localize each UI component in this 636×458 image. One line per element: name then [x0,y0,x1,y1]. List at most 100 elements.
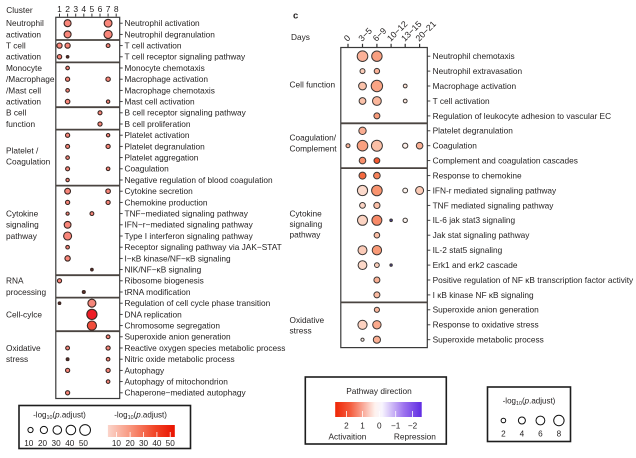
svg-text:signaling: signaling [6,220,39,230]
svg-text:Oxidative: Oxidative [6,343,41,353]
svg-text:30: 30 [139,439,149,448]
svg-text:−1: −1 [391,422,401,431]
svg-text:Regulation of leukocyte adhesi: Regulation of leukocyte adhesion to vasc… [433,111,611,121]
svg-text:-log10(p.adjust): -log10(p.adjust) [503,397,556,408]
svg-text:tRNA modification: tRNA modification [125,287,191,297]
svg-text:2: 2 [501,430,506,439]
svg-text:0: 0 [342,33,353,44]
svg-text:B cell receptor signaling path: B cell receptor signaling pathway [125,108,247,118]
svg-text:RNA: RNA [6,276,24,286]
svg-text:B cell: B cell [6,108,26,118]
svg-text:Cell-cylce: Cell-cylce [6,309,42,319]
svg-text:Cell function: Cell function [290,79,336,89]
svg-text:6: 6 [538,430,543,439]
svg-text:TNF mediated signaling pathway: TNF mediated signaling pathway [433,200,555,210]
svg-text:Platelet degranulation: Platelet degranulation [125,141,206,151]
svg-text:Coagulation: Coagulation [433,141,478,151]
svg-text:stress: stress [6,354,28,364]
svg-text:2: 2 [65,4,70,14]
svg-text:Days: Days [291,32,310,42]
svg-text:DNA replication: DNA replication [125,309,183,319]
svg-text:activation: activation [6,29,41,39]
svg-text:6: 6 [98,4,103,14]
svg-text:activation: activation [6,52,41,62]
svg-text:B cell proliferation: B cell proliferation [125,119,191,129]
svg-text:Macrophage chemotaxis: Macrophage chemotaxis [125,85,215,95]
svg-text:Jak stat signaling pathway: Jak stat signaling pathway [433,230,531,240]
svg-text:T cell activation: T cell activation [433,96,490,106]
svg-text:1: 1 [57,4,62,14]
svg-text:40: 40 [65,439,75,448]
svg-text:5: 5 [90,4,95,14]
svg-text:Complement: Complement [290,143,338,153]
svg-text:8: 8 [114,4,119,14]
svg-text:stress: stress [290,325,312,335]
svg-text:c: c [293,11,298,22]
svg-text:Regulation of cell cycle phase: Regulation of cell cycle phase transitio… [125,298,271,308]
svg-text:T cell receptor signaling path: T cell receptor signaling pathway [125,52,247,62]
svg-text:4: 4 [520,430,525,439]
svg-text:Repression: Repression [394,432,436,442]
svg-text:Response to chemokine: Response to chemokine [433,171,522,181]
svg-text:40: 40 [152,439,162,448]
svg-text:Platelet activation: Platelet activation [125,130,190,140]
svg-text:Oxidative: Oxidative [290,315,325,325]
svg-text:IL-6 jak stat3 signaling: IL-6 jak stat3 signaling [433,215,516,225]
svg-text:Platelet /: Platelet / [6,145,39,155]
svg-text:pathway: pathway [6,231,38,241]
svg-text:Superoxide anion generation: Superoxide anion generation [125,332,231,342]
svg-text:Chaperone−mediated autophagy: Chaperone−mediated autophagy [125,388,247,398]
svg-text:Platelet degranulation: Platelet degranulation [433,126,514,136]
svg-text:Nitric oxide metabolic process: Nitric oxide metabolic process [125,354,235,364]
svg-text:IL-2 stat5 signaling: IL-2 stat5 signaling [433,245,503,255]
svg-text:pathway: pathway [290,229,322,239]
svg-text:Monocyte: Monocyte [6,63,42,73]
svg-text:Cytokine: Cytokine [6,209,39,219]
svg-text:Coagulation: Coagulation [125,164,170,174]
svg-text:processing: processing [6,287,47,297]
svg-text:activation: activation [6,97,41,107]
svg-text:function: function [6,119,35,129]
svg-text:Neutrophil: Neutrophil [6,18,44,28]
svg-text:-log10(p.adjust): -log10(p.adjust) [33,411,86,422]
svg-text:Complement and coagulation cas: Complement and coagulation cascades [433,156,578,166]
svg-text:Cytokine: Cytokine [290,209,323,219]
svg-text:2: 2 [344,422,349,431]
svg-text:3: 3 [73,4,78,14]
svg-text:T cell activation: T cell activation [125,41,182,51]
svg-text:20: 20 [126,439,136,448]
svg-text:IFN−r−mediated signaling pathw: IFN−r−mediated signaling pathway [125,220,254,230]
svg-text:8: 8 [557,430,562,439]
svg-text:Neutrophil extravasation: Neutrophil extravasation [433,66,523,76]
svg-text:Neutrophil activation: Neutrophil activation [125,18,201,28]
svg-text:T cell: T cell [6,41,26,51]
svg-text:signaling: signaling [290,219,323,229]
svg-text:20: 20 [38,439,48,448]
svg-text:−2: −2 [408,422,418,431]
svg-text:Response to oxidative stress: Response to oxidative stress [433,320,539,330]
svg-text:Activaition: Activaition [329,432,367,442]
svg-text:/Mast cell: /Mast cell [6,85,41,95]
svg-text:Mast cell activation: Mast cell activation [125,97,195,107]
svg-text:Superoxide metabolic process: Superoxide metabolic process [433,335,544,345]
svg-text:Pathway direction: Pathway direction [346,386,412,396]
svg-text:Positive regulation of NF κB t: Positive regulation of NF κB transcripti… [433,275,634,285]
svg-text:Neutrophil chemotaxis: Neutrophil chemotaxis [433,51,515,61]
svg-text:10: 10 [112,439,122,448]
svg-text:Macrophage activation: Macrophage activation [125,74,209,84]
svg-text:Macrophage activation: Macrophage activation [433,81,517,91]
svg-text:10: 10 [24,439,34,448]
svg-text:Erk1 and erk2 cascade: Erk1 and erk2 cascade [433,260,518,270]
svg-text:Reactive oxygen species metabo: Reactive oxygen species metabolic proces… [125,343,286,353]
svg-text:Autophagy of mitochondrion: Autophagy of mitochondrion [125,377,229,387]
svg-text:Receptor signaling pathway via: Receptor signaling pathway via JAK−STAT [125,242,282,252]
svg-text:4: 4 [81,4,86,14]
svg-text:I κB kinase NF κB signaling: I κB kinase NF κB signaling [433,290,534,300]
svg-text:Cluster: Cluster [6,5,33,15]
svg-text:1: 1 [360,422,365,431]
svg-text:Negative regulation of blood c: Negative regulation of blood coagulation [125,175,273,185]
svg-text:Platelet aggregation: Platelet aggregation [125,153,199,163]
svg-text:-log10(p.adjust): -log10(p.adjust) [114,411,167,422]
svg-text:0: 0 [377,422,382,431]
svg-text:/Macrophage: /Macrophage [6,74,55,84]
